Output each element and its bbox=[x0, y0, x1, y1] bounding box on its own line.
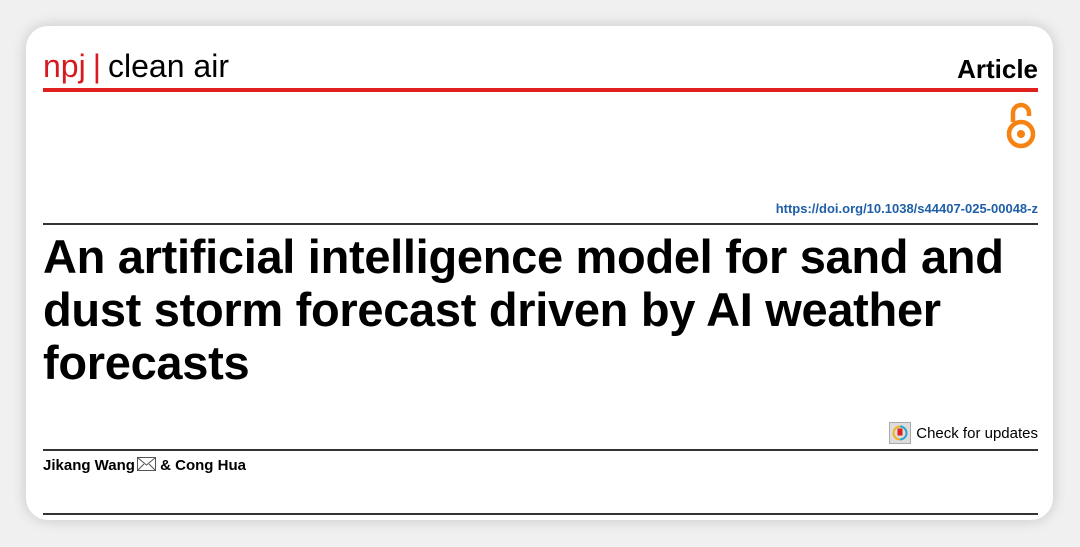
author-name: & Cong Hua bbox=[155, 457, 246, 474]
open-access-lock-icon bbox=[1006, 102, 1036, 149]
divider bbox=[43, 223, 1038, 225]
check-updates-icon bbox=[889, 422, 912, 444]
author-list: Jikang Wang & Cong Hua bbox=[43, 457, 246, 474]
doi-link[interactable]: https://doi.org/10.1038/s44407-025-00048… bbox=[775, 201, 1038, 216]
check-for-updates-button[interactable]: Check for updates bbox=[889, 422, 1038, 444]
envelope-icon[interactable] bbox=[136, 457, 156, 471]
article-type: Article bbox=[957, 54, 1038, 84]
divider bbox=[43, 513, 1038, 515]
journal-name[interactable]: npj | clean air bbox=[43, 48, 229, 84]
divider bbox=[43, 449, 1038, 451]
article-card bbox=[26, 26, 1053, 520]
header-divider bbox=[43, 88, 1038, 92]
author-name[interactable]: Jikang Wang bbox=[43, 457, 135, 474]
article-title: An artificial intelligence model for san… bbox=[43, 230, 1004, 389]
